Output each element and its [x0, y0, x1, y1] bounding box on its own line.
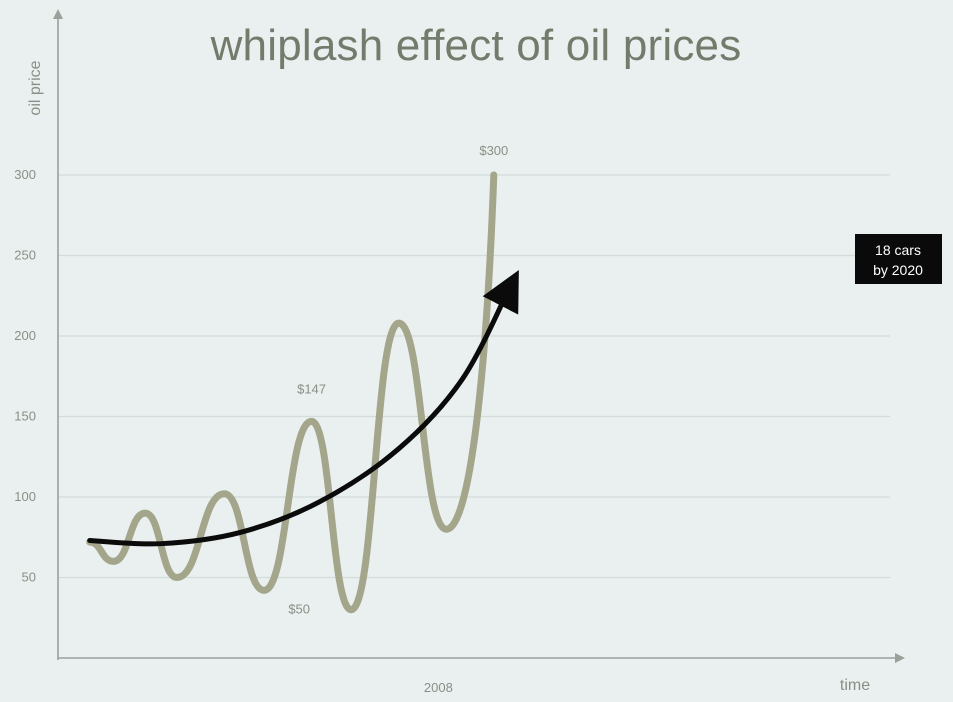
y-tick-label: 100 — [14, 489, 36, 504]
x-tick-labels: 2008 — [424, 680, 453, 695]
grid-lines — [58, 174, 890, 579]
chart-title: whiplash effect of oil prices — [210, 21, 742, 70]
callout-line-1: 18 cars — [875, 242, 921, 258]
y-tick-label: 50 — [22, 570, 36, 585]
y-tick-label: 250 — [14, 248, 36, 263]
y-tick-label: 150 — [14, 409, 36, 424]
callout-line-2: by 2020 — [873, 262, 923, 278]
y-tick-label: 300 — [14, 167, 36, 182]
price-annotation: $300 — [479, 143, 508, 158]
y-axis-label: oil price — [27, 60, 44, 115]
price-annotation: $50 — [288, 602, 310, 617]
oil-price-line — [86, 171, 498, 614]
trend-arrow — [87, 269, 519, 547]
price-annotation: $147 — [297, 381, 326, 396]
y-tick-label: 200 — [14, 328, 36, 343]
y-tick-labels: 50 100 150 200 250 300 — [14, 167, 36, 585]
callout-box: 18 cars by 2020 — [855, 234, 942, 284]
x-tick-label: 2008 — [424, 680, 453, 695]
price-annotations: $147 $50 $300 — [288, 143, 508, 617]
x-axis-label: time — [840, 677, 870, 694]
